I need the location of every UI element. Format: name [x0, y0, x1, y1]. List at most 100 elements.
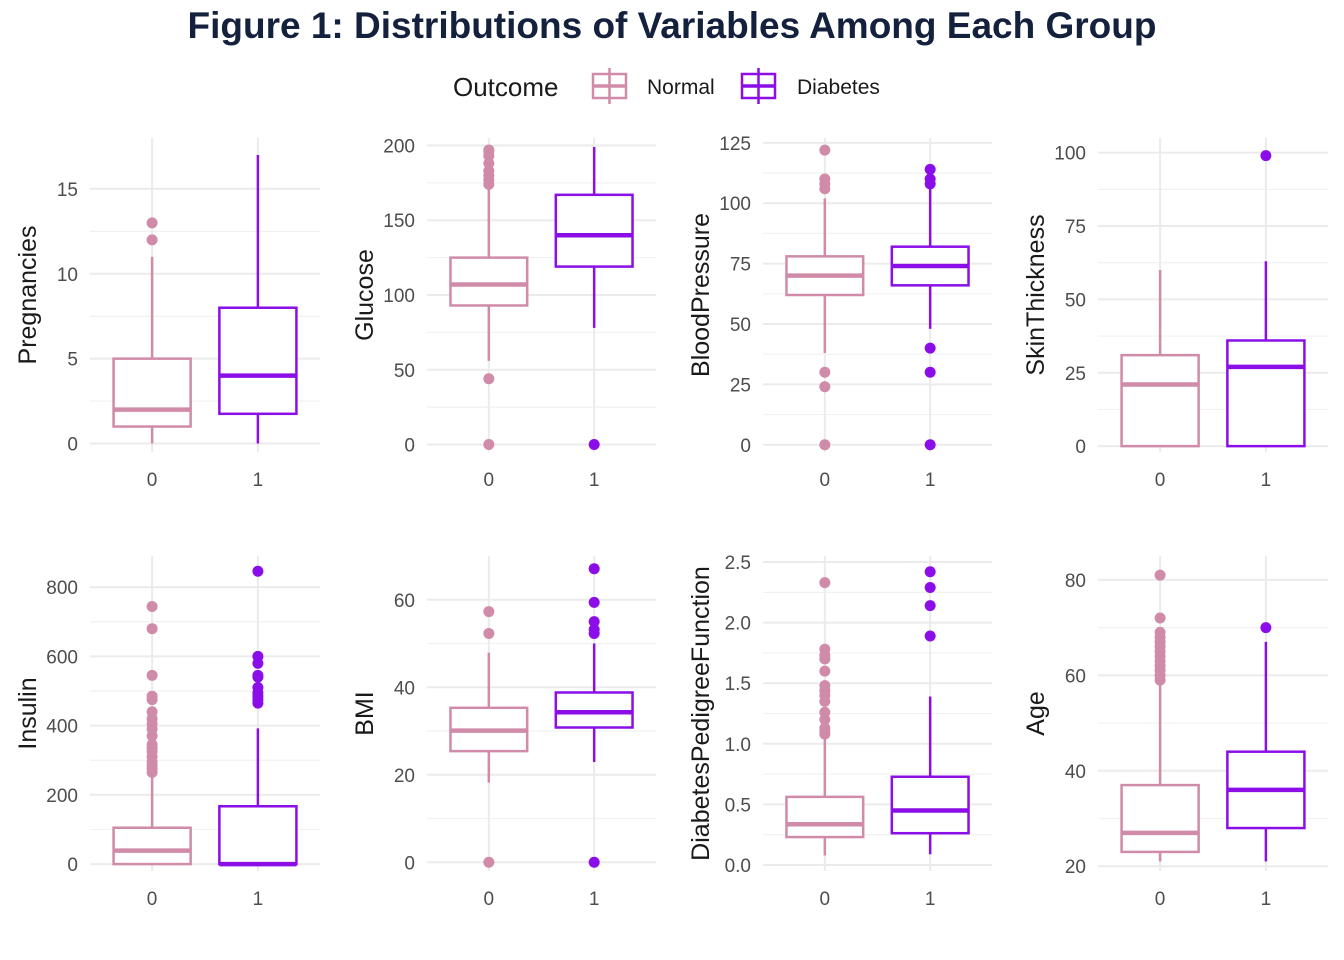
y-tick-label: 200: [383, 136, 415, 157]
outlier-point: [252, 669, 264, 681]
y-axis-label: Insulin: [14, 677, 42, 749]
outlier-point: [483, 144, 495, 156]
y-tick-label: 15: [57, 180, 78, 201]
figure-title: Figure 1: Distributions of Variables Amo…: [188, 5, 1157, 46]
iqr-box: [785, 795, 865, 839]
outlier-point: [924, 163, 936, 175]
outlier-point: [146, 739, 158, 751]
outlier-point: [252, 565, 264, 577]
outlier-point: [483, 856, 495, 868]
y-tick-label: 25: [730, 375, 751, 396]
box-diabetes: [218, 154, 298, 444]
y-tick-label: 75: [1065, 217, 1086, 238]
iqr-box: [218, 805, 298, 866]
box-diabetes: [1226, 150, 1306, 448]
iqr-box: [1120, 783, 1200, 854]
box-diabetes: [890, 163, 970, 451]
box-normal: [449, 144, 529, 451]
iqr-box: [112, 826, 192, 866]
outlier-point: [819, 706, 831, 718]
outlier-point: [252, 682, 264, 694]
x-tick-label: 0: [1155, 889, 1166, 910]
iqr-box: [554, 193, 634, 268]
box-normal: [449, 606, 529, 868]
panel-bloodpressure: 0 25 50 75 100 125 0 1 BloodPressure: [687, 134, 992, 491]
legend-item-diabetes: Diabetes: [740, 68, 880, 104]
outlier-point: [819, 680, 831, 692]
outlier-point: [924, 582, 936, 593]
y-axis-label: Pregnancies: [14, 226, 42, 365]
x-tick-label: 1: [253, 889, 264, 910]
outlier-point: [1154, 612, 1166, 624]
box-diabetes: [218, 565, 298, 867]
y-tick-label: 100: [719, 194, 751, 215]
box-normal: [1120, 569, 1200, 862]
outlier-point: [819, 722, 831, 734]
y-tick-label: 75: [730, 255, 751, 276]
outlier-point: [924, 173, 936, 185]
outlier-point: [252, 650, 264, 662]
legend-title: Outcome: [453, 72, 559, 102]
outlier-point: [924, 566, 936, 578]
outlier-point: [1154, 626, 1166, 638]
outlier-point: [146, 623, 158, 635]
y-tick-label: 5: [67, 350, 78, 371]
outlier-point: [146, 690, 158, 702]
outlier-point: [924, 630, 936, 642]
iqr-box: [112, 357, 192, 428]
x-tick-label: 0: [147, 889, 158, 910]
y-tick-label: 2.5: [725, 553, 751, 574]
box-normal: [112, 217, 192, 444]
x-tick-label: 0: [820, 889, 831, 910]
outlier-point: [588, 439, 600, 451]
y-tick-label: 0.0: [725, 856, 751, 877]
x-tick-label: 1: [925, 889, 936, 910]
y-tick-label: 200: [46, 786, 78, 807]
panel-glucose: 0 50 100 150 200 0 1 Glucose: [351, 136, 656, 491]
iqr-box: [1120, 353, 1200, 448]
outlier-point: [483, 627, 495, 639]
box-diabetes: [554, 146, 634, 451]
y-tick-label: 0: [404, 853, 415, 874]
outlier-point: [588, 856, 600, 868]
y-tick-label: 150: [383, 211, 415, 232]
box-normal: [1120, 270, 1200, 448]
y-tick-label: 60: [1065, 666, 1086, 687]
x-tick-label: 1: [253, 470, 264, 491]
y-tick-label: 800: [46, 578, 78, 599]
y-tick-label: 400: [46, 717, 78, 738]
outlier-point: [819, 144, 831, 156]
iqr-box: [449, 256, 529, 307]
y-axis-label: DiabetesPedigreeFunction: [687, 566, 715, 861]
x-tick-label: 1: [1261, 470, 1272, 491]
iqr-box: [890, 775, 970, 835]
y-tick-label: 0.5: [725, 795, 751, 816]
panel-skinthickness: 0 25 50 75 100 0 1 SkinThickness: [1022, 138, 1328, 491]
outlier-point: [819, 643, 831, 655]
outlier-point: [146, 217, 158, 229]
x-tick-label: 1: [589, 470, 600, 491]
outlier-point: [924, 439, 936, 451]
y-tick-label: 1.0: [725, 735, 751, 756]
outlier-point: [1260, 622, 1272, 634]
x-tick-label: 1: [925, 470, 936, 491]
outlier-point: [819, 577, 831, 589]
outlier-point: [146, 601, 158, 613]
y-tick-label: 60: [394, 591, 415, 612]
legend-label-diabetes: Diabetes: [797, 76, 880, 99]
outlier-point: [588, 616, 600, 628]
x-tick-label: 1: [1261, 889, 1272, 910]
y-axis-label: SkinThickness: [1022, 214, 1050, 375]
y-tick-label: 0: [67, 855, 78, 876]
legend: Outcome Normal Diabetes: [453, 68, 880, 104]
outlier-point: [588, 596, 600, 608]
outlier-point: [588, 624, 600, 635]
panel-bmi: 0 20 40 60 0 1 BMI: [351, 556, 656, 910]
y-tick-label: 25: [1065, 364, 1086, 385]
x-tick-label: 0: [147, 470, 158, 491]
y-tick-label: 0: [67, 435, 78, 456]
outlier-point: [924, 342, 936, 354]
outlier-point: [483, 606, 495, 618]
